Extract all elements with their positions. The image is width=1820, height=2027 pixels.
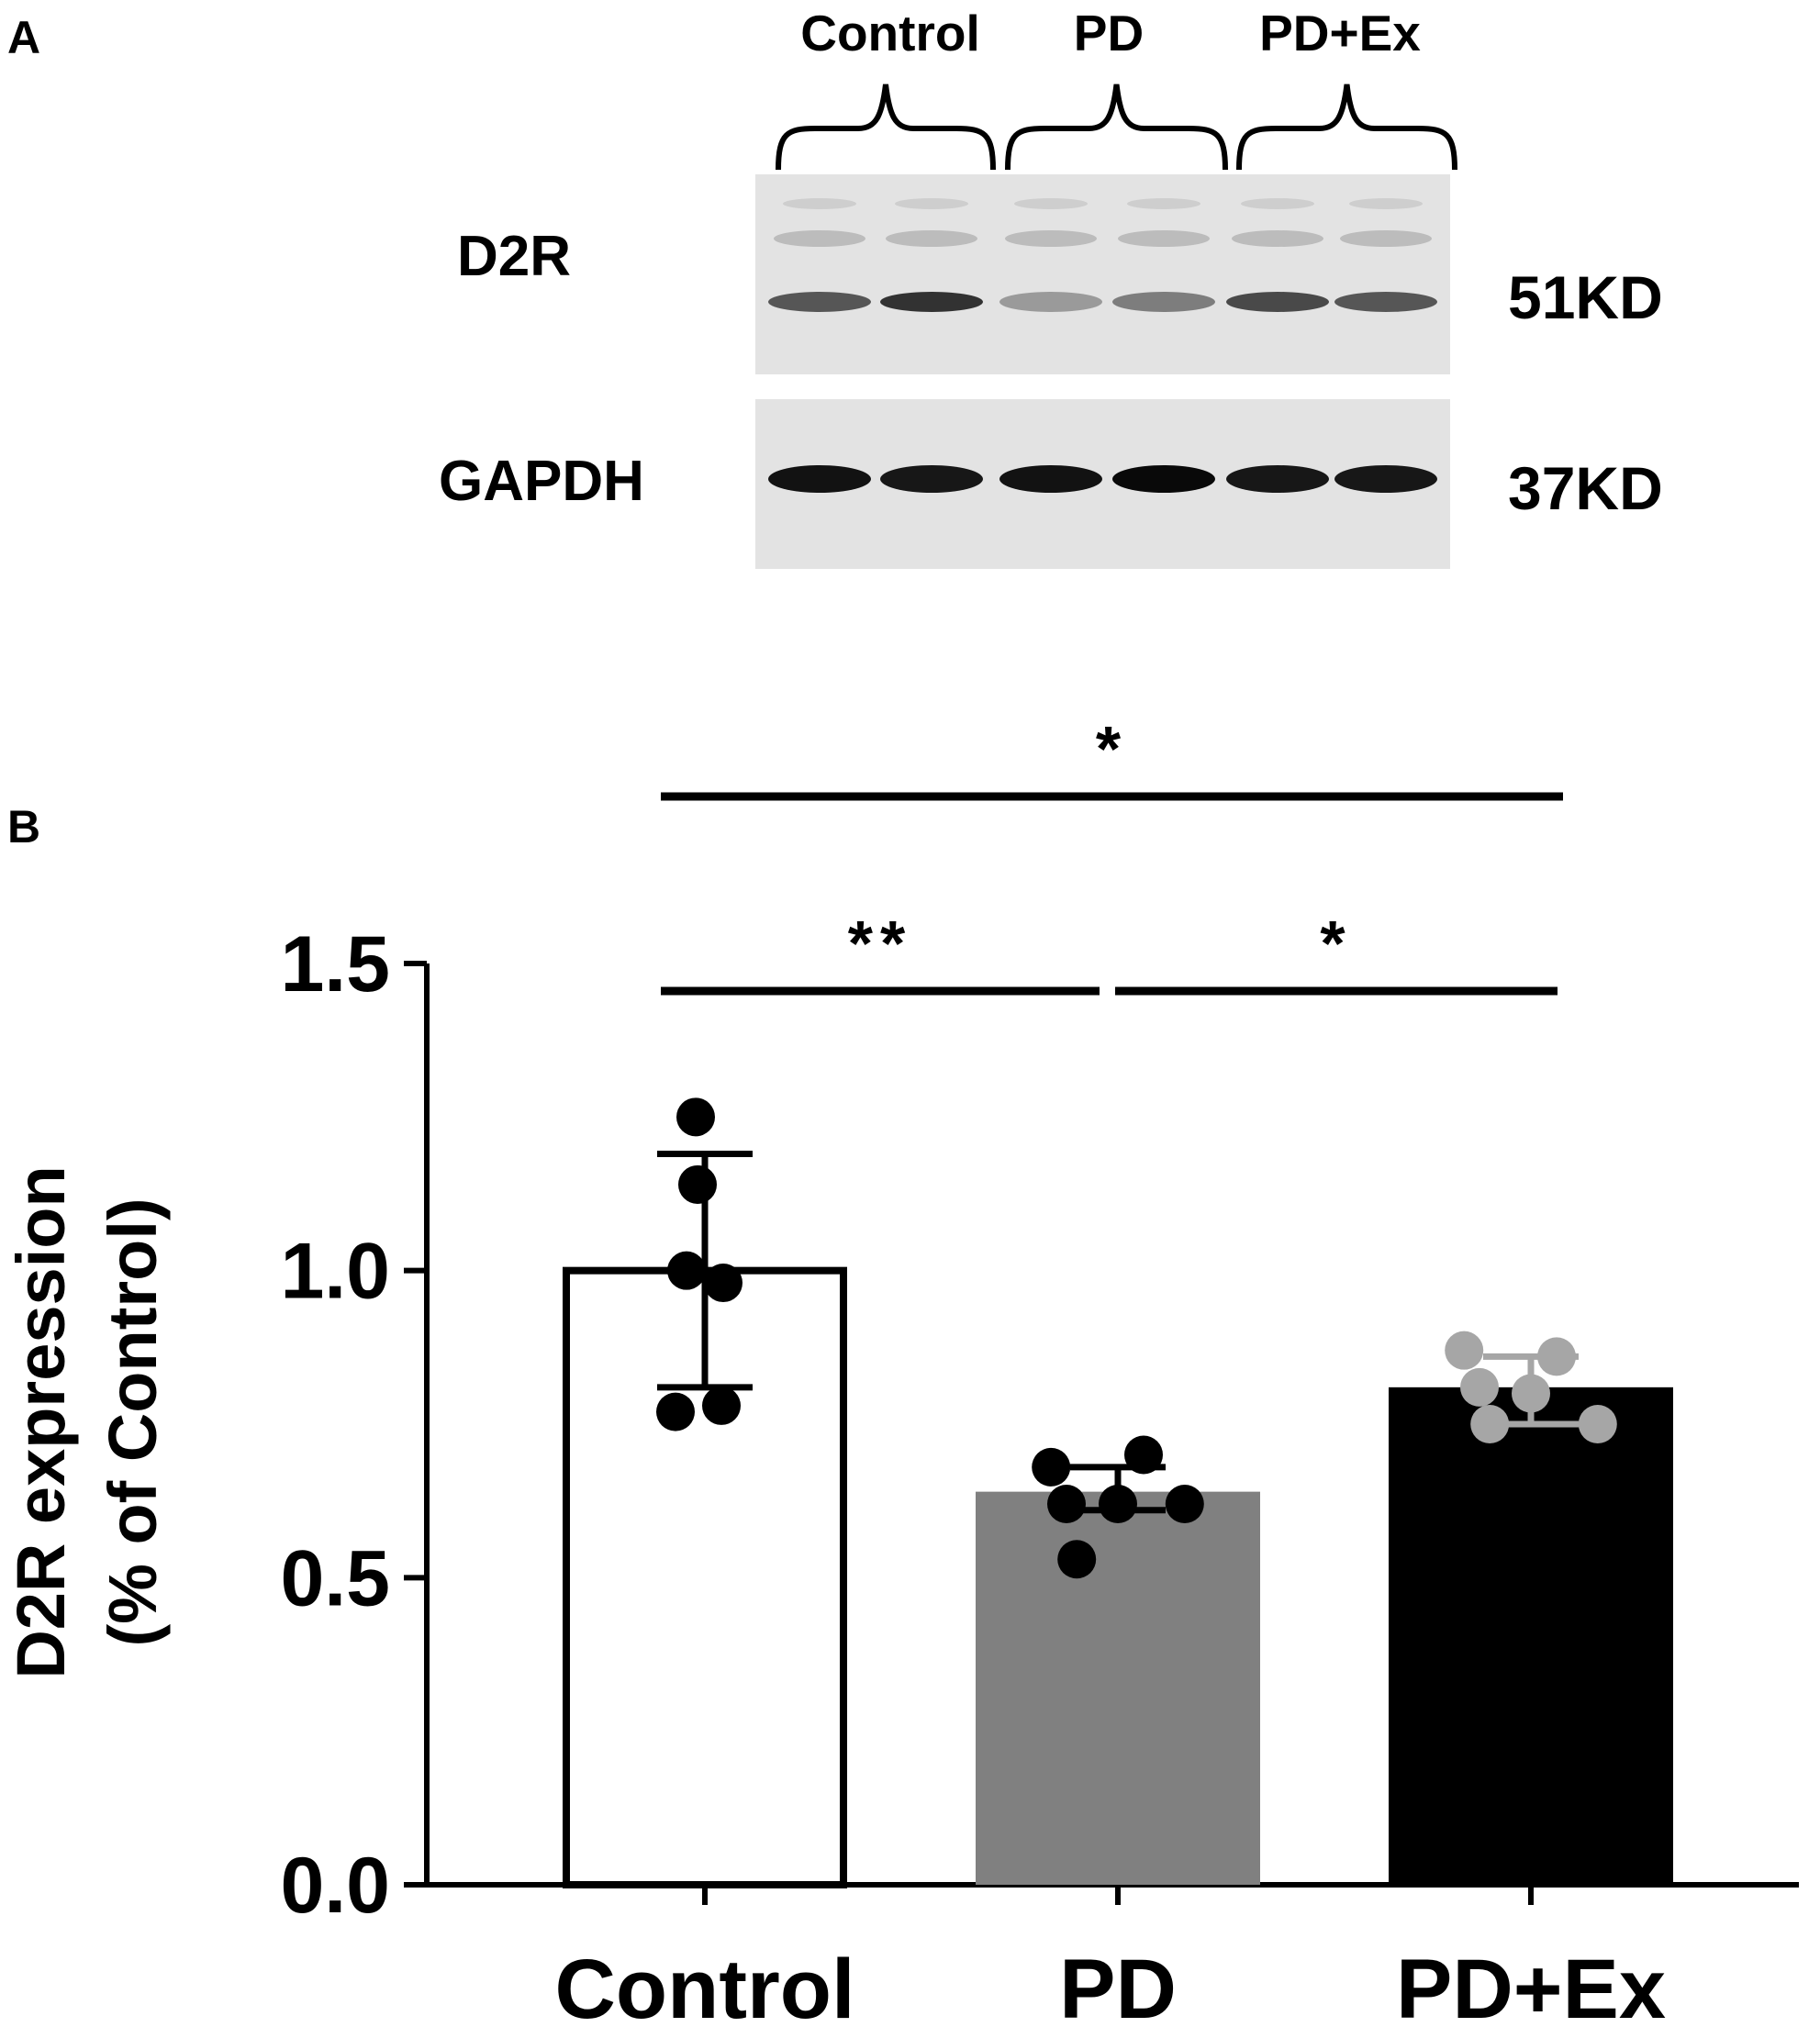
blot-band	[880, 465, 983, 493]
blot-faint-band	[783, 198, 856, 209]
x-tick-label: PD+Ex	[1396, 1943, 1666, 2027]
significance-label: *	[1096, 713, 1128, 785]
data-point	[1124, 1435, 1163, 1475]
blot-faint-band	[1349, 198, 1423, 209]
blot-upper-band	[1232, 230, 1323, 247]
bar-chart: D2R expression (% of Control) 0.0 0.5 1.0 1.5…	[3, 713, 1799, 2027]
blot-group-label: Control	[800, 5, 980, 61]
western-blot: D2R 51KD GAPDH 37KD	[439, 174, 1663, 569]
blot-group-label: PD+Ex	[1259, 5, 1421, 61]
blot-membrane	[755, 399, 1450, 569]
blot-protein-label: D2R	[457, 225, 571, 288]
blot-size-label: 37KD	[1508, 454, 1663, 522]
data-point	[1099, 1485, 1137, 1524]
blot-band	[1334, 292, 1437, 312]
data-point	[1537, 1337, 1576, 1376]
data-point	[1047, 1485, 1086, 1524]
blot-band	[1334, 465, 1437, 493]
blot-size-label: 51KD	[1508, 263, 1663, 331]
blot-upper-band	[1118, 230, 1210, 247]
data-point	[1445, 1331, 1484, 1370]
y-tick-label: 1.5	[280, 920, 390, 1008]
blot-band	[1112, 465, 1215, 493]
blot-faint-band	[1014, 198, 1088, 209]
data-point	[704, 1264, 743, 1303]
blot-faint-band	[895, 198, 968, 209]
blot-upper-band	[1340, 230, 1432, 247]
y-axis-label: (% of Control)	[95, 1197, 171, 1646]
blot-faint-band	[1241, 198, 1314, 209]
blot-band	[768, 292, 871, 312]
blot-band	[1112, 292, 1215, 312]
significance-label: **	[848, 908, 912, 979]
blot-upper-band	[1005, 230, 1097, 247]
data-point	[1032, 1447, 1071, 1487]
blot-faint-band	[1127, 198, 1200, 209]
x-tick-label: PD	[1059, 1943, 1177, 2027]
bar	[976, 1491, 1260, 1885]
blot-band	[1226, 465, 1329, 493]
blot-band	[880, 292, 983, 312]
x-tick-label: Control	[554, 1943, 854, 2027]
data-point	[676, 1097, 715, 1137]
data-point	[1512, 1374, 1550, 1413]
data-point	[1578, 1405, 1617, 1443]
blot-group-brace	[776, 84, 996, 171]
blot-band	[1226, 292, 1329, 312]
blot-upper-band	[886, 230, 977, 247]
data-point	[1460, 1367, 1499, 1407]
y-tick-label: 1.0	[280, 1228, 390, 1316]
blot-band	[999, 292, 1102, 312]
data-point	[1057, 1540, 1097, 1579]
y-axis-label: D2R expression	[3, 1165, 79, 1678]
data-point	[667, 1251, 706, 1290]
blot-group-label: PD	[1074, 5, 1144, 61]
panel-b-letter: B	[7, 801, 40, 852]
significance-label: *	[1320, 908, 1352, 979]
data-point	[702, 1386, 741, 1425]
data-point	[1165, 1485, 1204, 1524]
y-tick-label: 0.5	[280, 1534, 390, 1622]
y-tick-label: 0.0	[280, 1842, 390, 1930]
bar	[1389, 1387, 1673, 1885]
data-point	[678, 1164, 717, 1204]
blot-group-headers: Control PD PD+Ex	[776, 5, 1457, 171]
blot-membrane	[755, 174, 1450, 374]
data-point	[656, 1392, 695, 1431]
blot-band	[768, 465, 871, 493]
blot-group-brace	[1236, 84, 1457, 171]
blot-group-brace	[1005, 84, 1228, 171]
panel-a-letter: A	[7, 12, 40, 63]
data-point	[1470, 1405, 1510, 1443]
blot-band	[999, 465, 1102, 493]
blot-protein-label: GAPDH	[439, 450, 644, 513]
blot-upper-band	[774, 230, 865, 247]
